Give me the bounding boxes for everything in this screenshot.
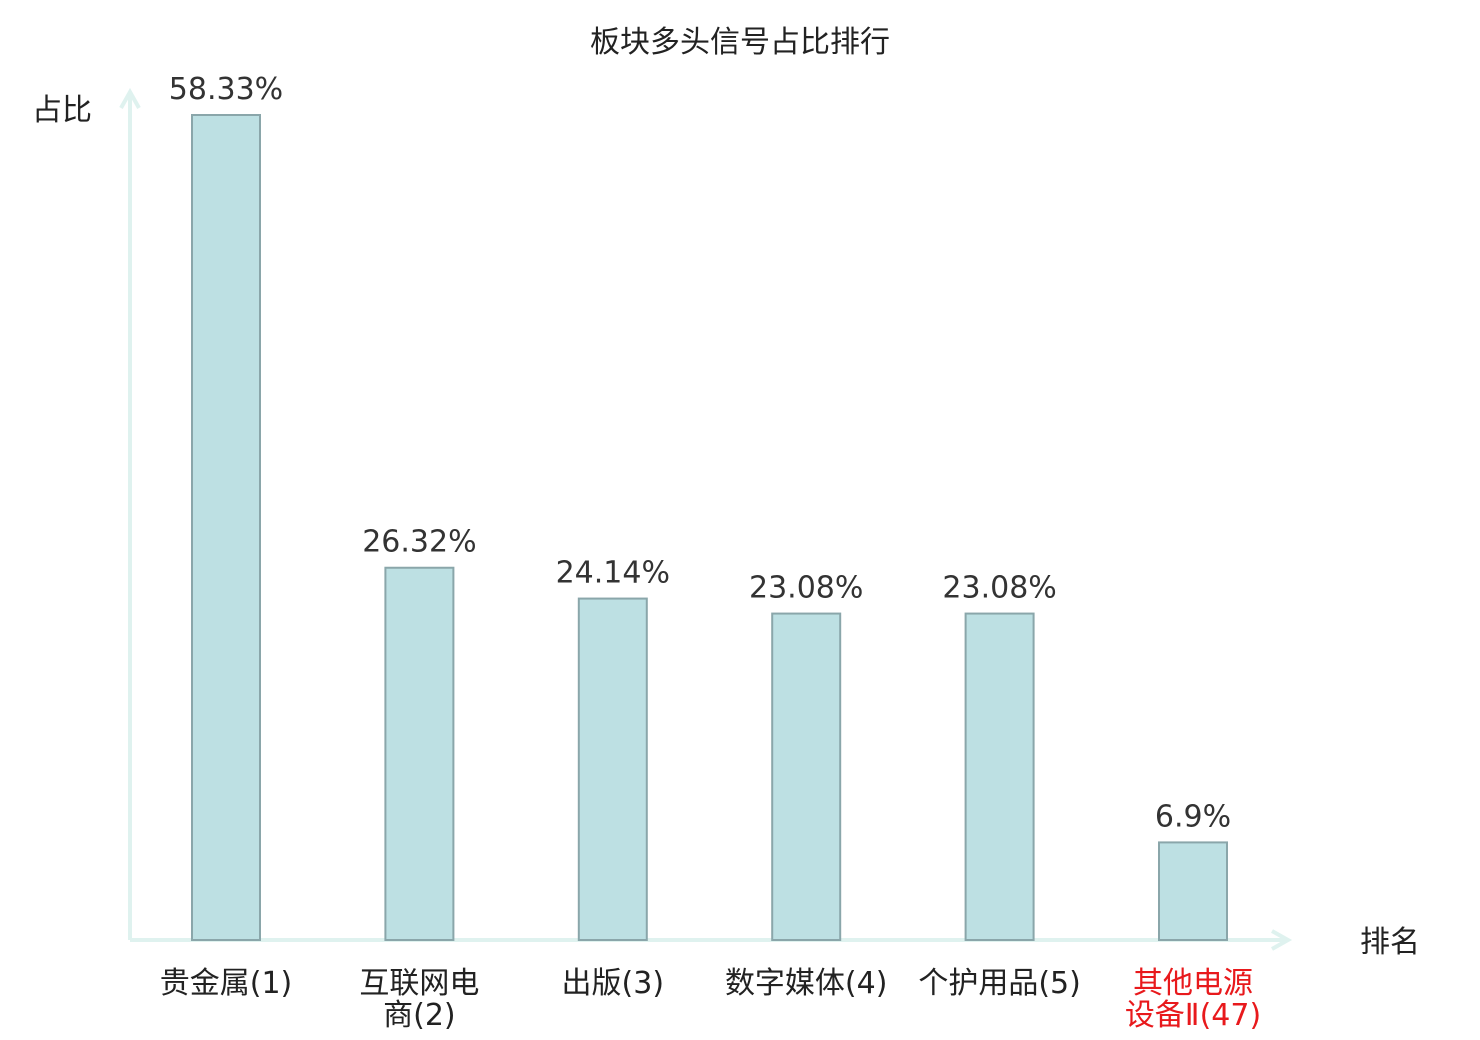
bar-3 xyxy=(577,597,648,941)
bar-5 xyxy=(964,612,1035,941)
category-label-4: 数字媒体(4) xyxy=(725,966,888,1001)
x-axis-arrow xyxy=(1271,929,1293,951)
value-label-6: 6.9% xyxy=(1155,799,1231,834)
value-label-3: 24.14% xyxy=(556,556,670,591)
y-axis-arrow xyxy=(119,87,141,109)
category-label-2: 互联网电商(2) xyxy=(359,966,479,1033)
bars xyxy=(191,114,1228,941)
value-labels: 58.33% 26.32% 24.14% 23.08% 23.08% 6.9% xyxy=(169,72,1231,834)
category-label-5: 个护用品(5) xyxy=(918,966,1081,1001)
bar-1 xyxy=(191,114,261,941)
bar-6 xyxy=(1158,841,1228,941)
category-label-6: 其他电源设备Ⅱ(47) xyxy=(1125,966,1261,1033)
y-axis-label: 占比 xyxy=(32,93,92,128)
bar-4 xyxy=(771,612,842,941)
value-label-2: 26.32% xyxy=(362,525,476,560)
bar-2 xyxy=(384,566,455,941)
value-label-1: 58.33% xyxy=(169,72,283,107)
value-label-5: 23.08% xyxy=(942,571,1056,606)
category-label-1: 贵金属(1) xyxy=(160,966,293,1001)
axes xyxy=(119,87,1293,951)
chart-title: 板块多头信号占比排行 xyxy=(590,25,890,60)
category-labels: 贵金属(1) 互联网电商(2) 出版(3) 数字媒体(4) 个护用品(5) 其他电源设备Ⅱ… xyxy=(160,966,1261,1033)
value-label-4: 23.08% xyxy=(749,571,863,606)
category-label-3: 出版(3) xyxy=(562,966,665,1001)
x-axis-label: 排名 xyxy=(1360,925,1420,960)
